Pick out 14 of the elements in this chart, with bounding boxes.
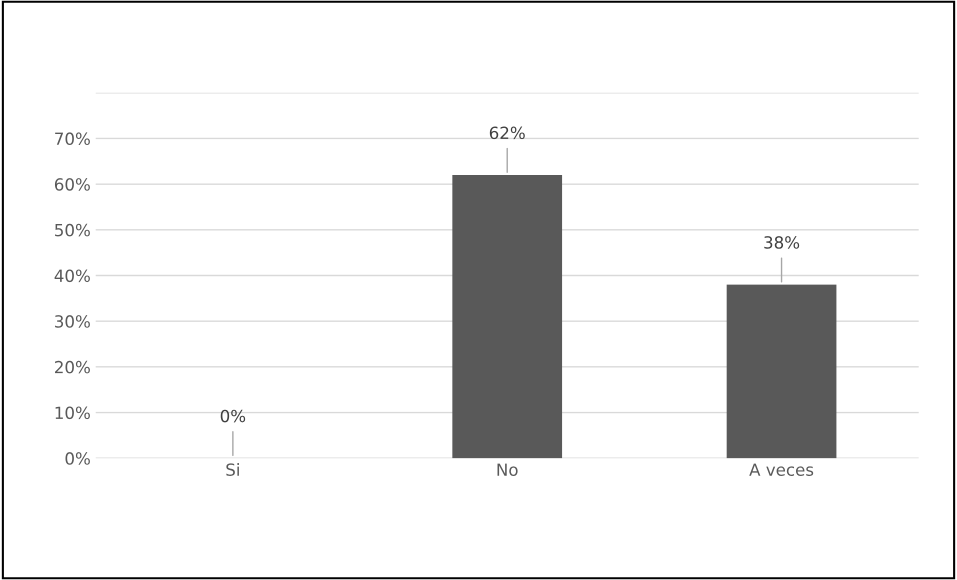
data-label: 62% (490, 126, 525, 140)
data-label: 38% (764, 236, 800, 249)
y-tick-label: 0% (66, 452, 90, 465)
x-tick-label: Si (226, 463, 239, 476)
x-tick-label: A veces (749, 464, 814, 476)
y-tick-label: 60% (54, 178, 90, 191)
x-tick-label: No (498, 464, 518, 476)
y-tick-label: 70% (55, 132, 90, 146)
y-tick-label: 30% (55, 315, 90, 328)
data-label: 0% (220, 410, 246, 422)
y-tick-label: 10% (56, 406, 90, 420)
y-tick-label: 50% (55, 224, 90, 236)
y-tick-label: 20% (55, 360, 90, 374)
y-tick-label: 40% (54, 269, 90, 282)
